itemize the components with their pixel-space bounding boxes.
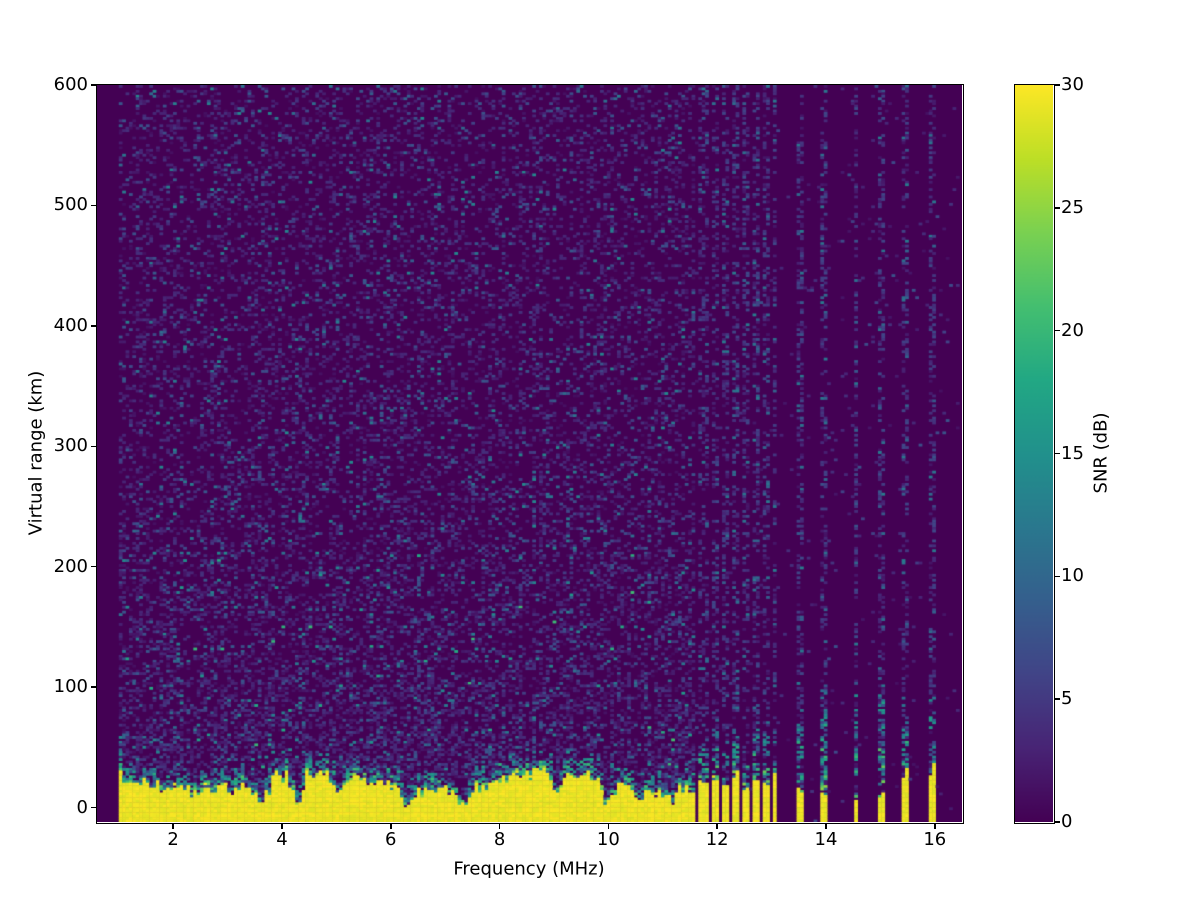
x-tick-mark [934, 823, 936, 829]
y-tick-mark [91, 325, 96, 327]
x-tick-mark [390, 823, 392, 829]
colorbar-tick-mark [1054, 329, 1060, 332]
colorbar-tick-mark [1054, 821, 1060, 823]
x-tick-mark [281, 823, 283, 829]
x-tick-mark [498, 823, 501, 829]
colorbar-tick-label: 25 [1061, 196, 1084, 218]
colorbar-tick-mark [1054, 207, 1060, 209]
x-tick-label: 4 [276, 829, 288, 850]
colorbar-tick-label: 5 [1061, 688, 1073, 710]
x-tick-label: 6 [385, 829, 397, 850]
colorbar-tick-label: 20 [1061, 319, 1084, 341]
x-tick-label: 8 [493, 829, 506, 850]
x-tick-label: 2 [167, 829, 179, 850]
colorbar-tick-mark [1054, 452, 1060, 455]
colorbar-tick-label: 15 [1061, 442, 1084, 464]
y-tick-label: 400 [53, 314, 88, 336]
x-tick-label: 12 [705, 829, 729, 850]
y-tick-label: 500 [53, 194, 88, 216]
x-axis-label: Frequency (MHz) [453, 858, 605, 880]
colorbar-tick-mark [1054, 84, 1060, 86]
y-tick-label: 300 [53, 435, 88, 457]
x-tick-mark [825, 823, 827, 829]
y-tick-mark [91, 806, 96, 809]
ionogram-heatmap [97, 85, 962, 822]
colorbar-gradient [1015, 85, 1053, 822]
y-tick-mark [91, 84, 96, 86]
y-tick-mark [91, 204, 96, 207]
x-tick-mark [607, 823, 610, 829]
colorbar-tick-label: 0 [1061, 811, 1073, 832]
x-tick-mark [716, 823, 718, 829]
y-tick-label: 0 [76, 796, 88, 818]
colorbar-tick-mark [1054, 698, 1060, 700]
y-tick-label: 600 [53, 74, 88, 95]
x-tick-mark [172, 823, 174, 829]
colorbar-tick-mark [1054, 575, 1060, 578]
y-tick-mark [91, 686, 96, 688]
colorbar-tick-label: 30 [1061, 74, 1084, 95]
colorbar-label: SNR (dB) [1090, 412, 1112, 494]
y-tick-label: 100 [53, 676, 88, 698]
x-tick-label: 16 [923, 829, 947, 850]
colorbar-tick-label: 10 [1061, 565, 1084, 587]
y-tick-mark [91, 565, 96, 568]
x-tick-label: 14 [814, 829, 838, 850]
y-tick-mark [91, 445, 96, 448]
y-tick-label: 200 [53, 555, 88, 577]
x-tick-label: 10 [596, 829, 620, 850]
